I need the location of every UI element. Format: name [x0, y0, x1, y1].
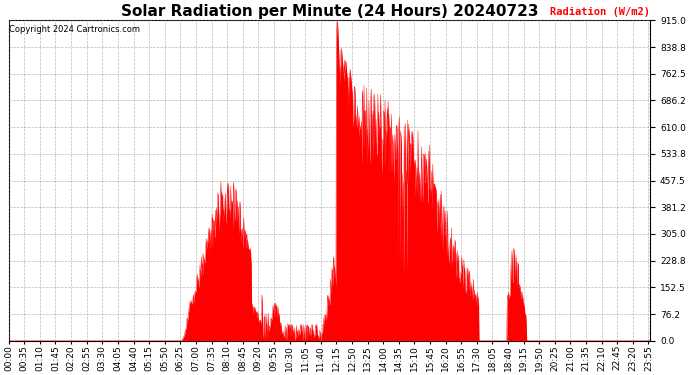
Title: Solar Radiation per Minute (24 Hours) 20240723: Solar Radiation per Minute (24 Hours) 20…: [121, 4, 538, 19]
Text: Copyright 2024 Cartronics.com: Copyright 2024 Cartronics.com: [9, 25, 140, 34]
Text: Radiation (W/m2): Radiation (W/m2): [550, 7, 650, 17]
